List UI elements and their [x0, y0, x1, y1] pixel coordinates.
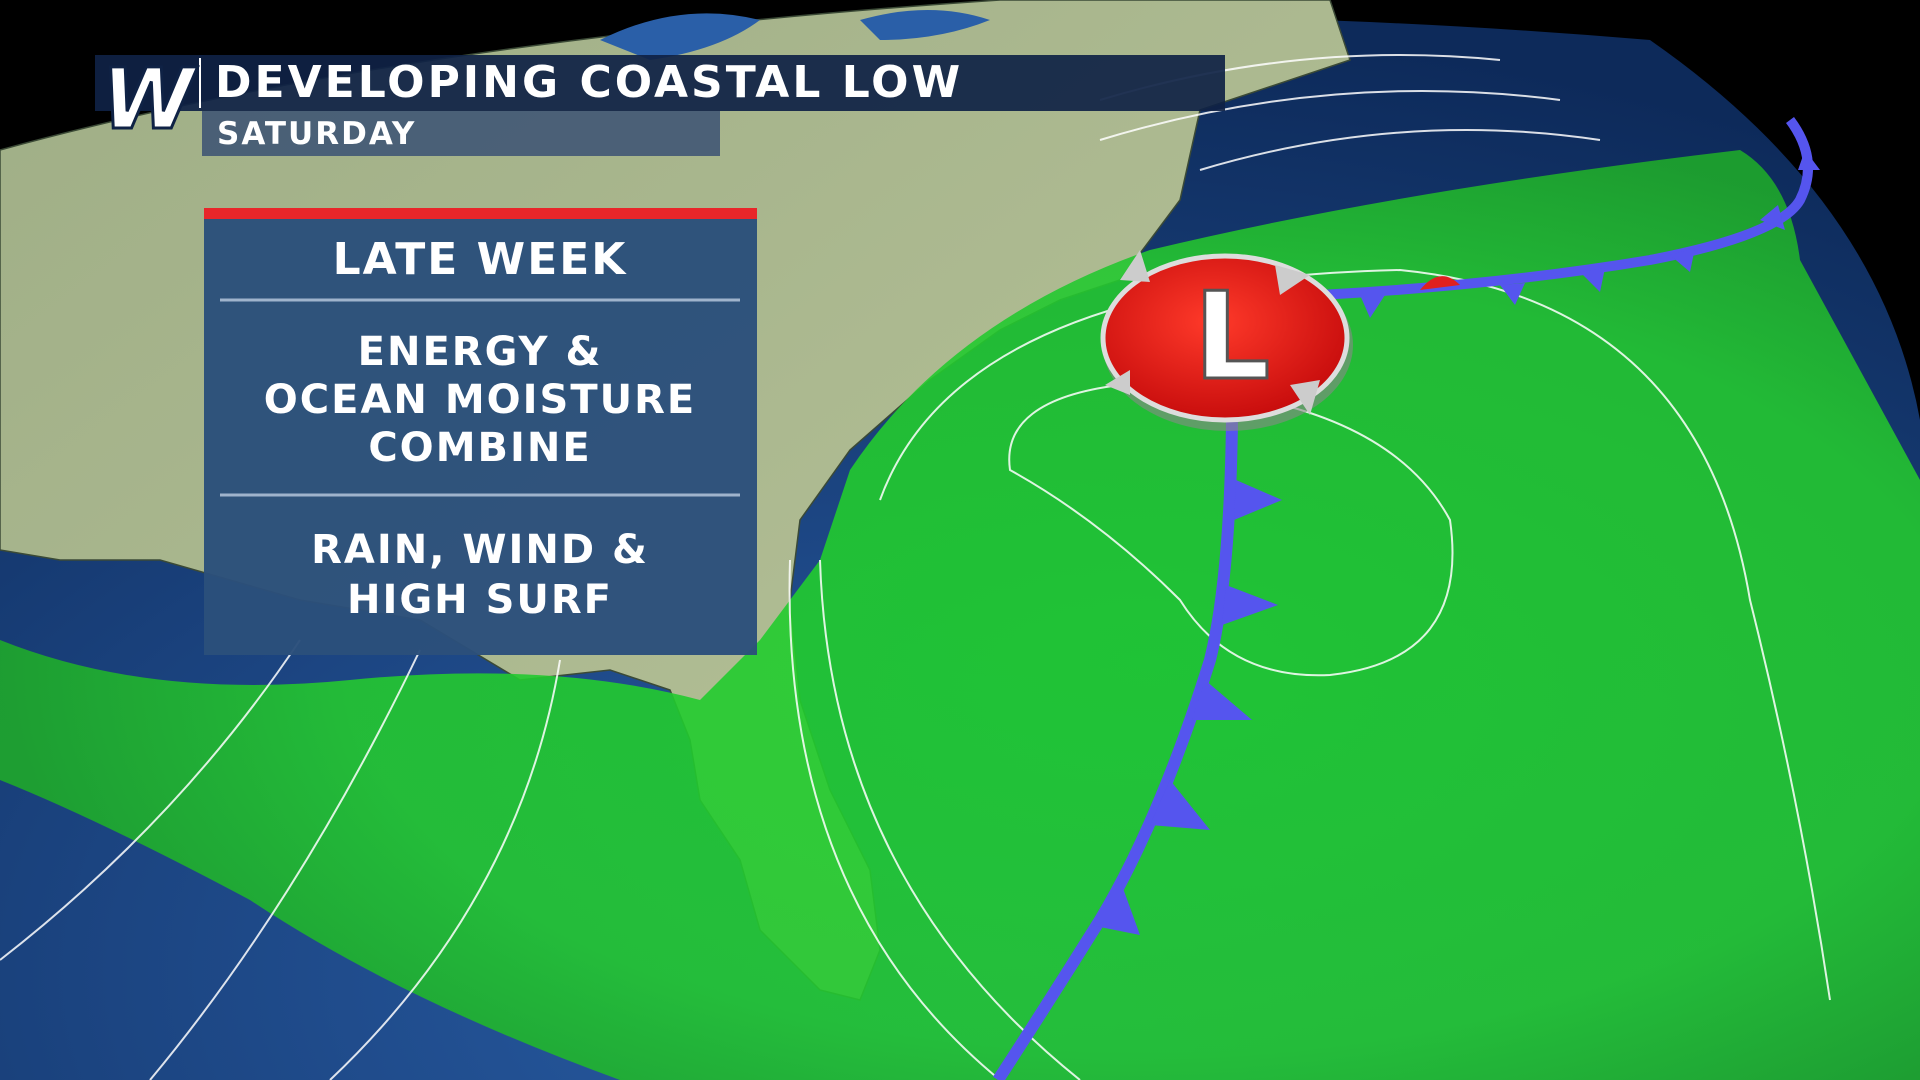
subtitle-bar: [202, 111, 720, 156]
panel-text: HIGH SURF: [347, 577, 613, 623]
title-bar: [95, 55, 1225, 111]
panel-text: COMBINE: [368, 425, 591, 471]
occluded-front: [1319, 117, 1820, 318]
info-panel: [204, 208, 757, 655]
cold-front: [992, 419, 1282, 1080]
panel-text: ENERGY &: [358, 329, 603, 375]
low-pressure: L: [1100, 250, 1353, 431]
panel-heading: LATE WEEK: [333, 234, 628, 285]
rain-area: [0, 150, 1920, 1080]
panel-accent: [204, 208, 757, 219]
low-label: L: [1194, 268, 1270, 407]
panel-text: OCEAN MOISTURE: [264, 377, 696, 423]
lakes: [600, 10, 990, 60]
title: DEVELOPING COASTAL LOW: [215, 57, 963, 108]
panel-text: RAIN, WIND &: [311, 527, 649, 573]
subtitle: SATURDAY: [217, 116, 416, 152]
logo: W: [102, 50, 199, 148]
